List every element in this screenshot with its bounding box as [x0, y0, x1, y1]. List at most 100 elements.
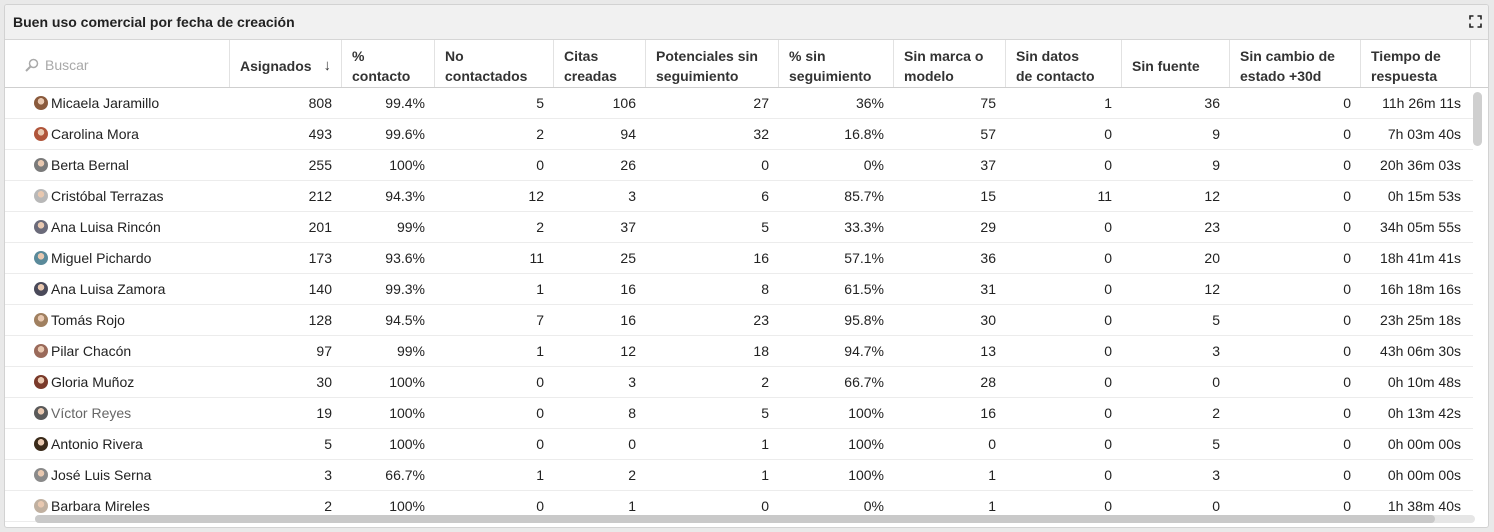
table-row[interactable]: Miguel Pichardo 173 93.6% 11 25 16 57.1% 36 0 20 0…	[5, 243, 1473, 274]
header-label-line: Sin cambio de	[1240, 48, 1335, 64]
cell-asignados: 97	[316, 343, 332, 359]
header-label-line: Sin marca o	[904, 48, 984, 64]
cell-sin-marca: 1	[988, 498, 996, 514]
user-name[interactable]: Micaela Jaramillo	[51, 95, 160, 111]
cell-sin-datos: 0	[1104, 250, 1112, 266]
cell-asignados: 3	[324, 467, 332, 483]
search-input[interactable]	[43, 52, 217, 78]
cell-no-contactados: 11	[529, 250, 544, 266]
cell-potenciales: 6	[761, 188, 769, 204]
cell-pct-sin: 94.7%	[844, 343, 884, 359]
cell-sin-fuente: 12	[1204, 281, 1220, 297]
user-name[interactable]: Víctor Reyes	[51, 405, 132, 421]
header-label-line: contacto	[352, 68, 411, 84]
cell-asignados: 140	[308, 281, 332, 297]
cell-potenciales: 2	[761, 374, 769, 390]
cell-tiempo: 7h 03m 40s	[1387, 126, 1461, 142]
cell-citas: 16	[620, 312, 636, 328]
table-row[interactable]: Gloria Muñoz 30 100% 0 3 2 66.7% 28 0 0 0 0h 10m 48…	[5, 367, 1473, 398]
table-row[interactable]: Víctor Reyes 19 100% 0 8 5 100% 16 0 2 0 0h 13m 42s	[5, 398, 1473, 429]
cell-sin-datos: 0	[1104, 498, 1112, 514]
vertical-scrollbar-thumb[interactable]	[1473, 92, 1482, 146]
cell-sin-marca: 30	[980, 312, 996, 328]
user-cell: Gloria Muñoz	[5, 367, 230, 397]
user-name[interactable]: Tomás Rojo	[51, 312, 125, 328]
cell-sin-fuente: 12	[1204, 188, 1220, 204]
cell-sin-cambio: 0	[1343, 374, 1351, 390]
header-contacto[interactable]: % contacto	[342, 40, 435, 87]
user-cell: Víctor Reyes	[5, 398, 230, 428]
vertical-scrollbar[interactable]	[1473, 90, 1482, 527]
cell-contacto: 94.5%	[385, 312, 425, 328]
user-name[interactable]: Gloria Muñoz	[51, 374, 135, 390]
user-name[interactable]: Pilar Chacón	[51, 343, 132, 359]
table-header: Asignados ↓ % contacto No contactados Ci…	[5, 40, 1488, 88]
cell-citas: 12	[620, 343, 636, 359]
table-row[interactable]: Tomás Rojo 128 94.5% 7 16 23 95.8% 30 0 5 0 23h 25m…	[5, 305, 1473, 336]
user-cell: José Luis Serna	[5, 460, 230, 490]
user-name[interactable]: Cristóbal Terrazas	[51, 188, 164, 204]
table-row[interactable]: Carolina Mora 493 99.6% 2 94 32 16.8% 57 0 9 0 7h 0…	[5, 119, 1473, 150]
cell-contacto: 99.6%	[385, 126, 425, 142]
header-sin-cambio[interactable]: Sin cambio de estado +30d	[1230, 40, 1361, 87]
cell-tiempo: 0h 13m 42s	[1387, 405, 1461, 421]
table-row[interactable]: Pilar Chacón 97 99% 1 12 18 94.7% 13 0 3 0 43h 06m …	[5, 336, 1473, 367]
expand-icon[interactable]	[1469, 15, 1482, 28]
cell-potenciales: 0	[761, 498, 769, 514]
cell-tiempo: 16h 18m 16s	[1380, 281, 1461, 297]
header-no-contactados[interactable]: No contactados	[435, 40, 554, 87]
cell-potenciales: 0	[761, 157, 769, 173]
cell-citas: 26	[620, 157, 636, 173]
header-potenciales[interactable]: Potenciales sin seguimiento	[646, 40, 779, 87]
cell-sin-marca: 1	[988, 467, 996, 483]
cell-tiempo: 1h 38m 40s	[1387, 498, 1461, 514]
user-name[interactable]: Ana Luisa Zamora	[51, 281, 166, 297]
table-row[interactable]: Berta Bernal 255 100% 0 26 0 0% 37 0 9 0 20h 36m 03…	[5, 150, 1473, 181]
avatar	[34, 468, 48, 482]
table-row[interactable]: Ana Luisa Zamora 140 99.3% 1 16 8 61.5% 31 0 12 0 1…	[5, 274, 1473, 305]
search-cell	[5, 40, 230, 87]
header-sin-marca[interactable]: Sin marca o modelo	[894, 40, 1006, 87]
header-label-line: contactados	[445, 68, 528, 84]
header-pct-sin-seguimiento[interactable]: % sin seguimiento	[779, 40, 894, 87]
user-name[interactable]: Barbara Mireles	[51, 498, 150, 514]
avatar	[34, 127, 48, 141]
horizontal-scrollbar-thumb[interactable]	[35, 515, 1435, 523]
cell-tiempo: 0h 15m 53s	[1387, 188, 1461, 204]
header-asignados[interactable]: Asignados ↓	[230, 40, 342, 87]
header-sin-datos[interactable]: Sin datos de contacto	[1006, 40, 1122, 87]
user-name[interactable]: Carolina Mora	[51, 126, 139, 142]
table-row[interactable]: José Luis Serna 3 66.7% 1 2 1 100% 1 0 3 0 0h 00m 0…	[5, 460, 1473, 491]
cell-pct-sin: 0%	[863, 498, 884, 514]
cell-no-contactados: 5	[536, 95, 544, 111]
user-name[interactable]: Antonio Rivera	[51, 436, 143, 452]
cell-pct-sin: 100%	[848, 436, 884, 452]
horizontal-scrollbar[interactable]	[35, 515, 1475, 523]
cell-sin-cambio: 0	[1343, 467, 1351, 483]
table-row[interactable]: Antonio Rivera 5 100% 0 0 1 100% 0 0 5 0 0h 00m 00s	[5, 429, 1473, 460]
table-row[interactable]: Ana Luisa Rincón 201 99% 2 37 5 33.3% 29 0 23 0 34h…	[5, 212, 1473, 243]
header-label-line: Citas	[564, 48, 599, 64]
cell-contacto: 94.3%	[385, 188, 425, 204]
table-row[interactable]: Micaela Jaramillo 808 99.4% 5 106 27 36% 75 1 36 0…	[5, 88, 1473, 119]
avatar	[34, 344, 48, 358]
cell-no-contactados: 1	[536, 281, 544, 297]
cell-sin-datos: 0	[1104, 343, 1112, 359]
cell-pct-sin: 61.5%	[844, 281, 884, 297]
avatar	[34, 189, 48, 203]
cell-contacto: 100%	[389, 436, 425, 452]
header-tiempo-respuesta[interactable]: Tiempo de respuesta	[1361, 40, 1471, 87]
cell-potenciales: 16	[753, 250, 769, 266]
cell-contacto: 100%	[389, 405, 425, 421]
user-name[interactable]: Ana Luisa Rincón	[51, 219, 161, 235]
user-name[interactable]: Miguel Pichardo	[51, 250, 152, 266]
table-row[interactable]: Cristóbal Terrazas 212 94.3% 12 3 6 85.7% 15 11 1…	[5, 181, 1473, 212]
user-name[interactable]: José Luis Serna	[51, 467, 152, 483]
cell-no-contactados: 0	[536, 405, 544, 421]
cell-sin-datos: 0	[1104, 436, 1112, 452]
cell-sin-datos: 11	[1097, 188, 1112, 204]
header-citas[interactable]: Citas creadas	[554, 40, 646, 87]
user-name[interactable]: Berta Bernal	[51, 157, 129, 173]
header-sin-fuente[interactable]: Sin fuente	[1122, 40, 1230, 87]
cell-citas: 25	[620, 250, 636, 266]
